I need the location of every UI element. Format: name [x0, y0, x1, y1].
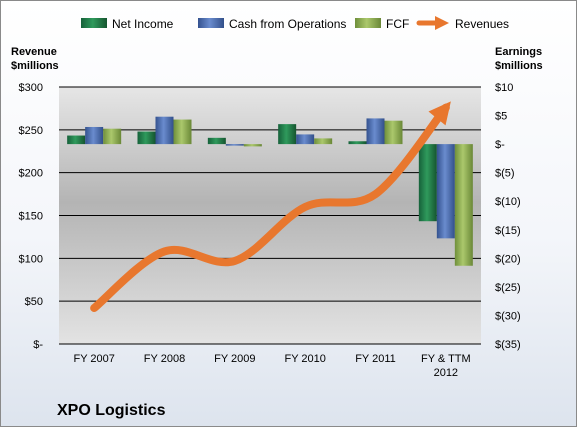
bar-net-income-fy-2009: [207, 137, 226, 145]
left-tick-label-0: $-: [33, 339, 43, 351]
bar-net-income-fy-2007: [67, 135, 86, 145]
bar-fcf-fy-2010: [314, 138, 333, 145]
category-label-fy-2007: FY 2007: [73, 353, 114, 365]
right-tick-label-8: $5: [495, 111, 507, 123]
category-labels: FY 2007 FY 2008 FY 2009 FY 2010 FY 2011 FY & …: [73, 353, 470, 379]
right-axis-title-line-1: Earnings: [495, 46, 542, 58]
bar-fcf-fy-2008: [173, 119, 192, 145]
bar-fcf-fy-2007: [103, 128, 122, 145]
right-tick-label-4: $(15): [495, 225, 521, 237]
legend-swatch-cash-from-operations: [198, 18, 224, 28]
legend: Net Income Cash from Operations FCF Reve…: [81, 16, 509, 31]
left-tick-label-5: $250: [19, 125, 43, 137]
right-axis-ticks: $(35) $(30) $(25) $(20) $(15) $(10) $(5) $- $5 $1…: [495, 82, 521, 351]
left-tick-label-4: $200: [19, 168, 43, 180]
category-label-fy-2011: FY 2011: [355, 353, 396, 365]
bar-cash-from-operations-fy-2008: [155, 116, 174, 145]
bar-fcf-fy-2011: [384, 120, 403, 145]
category-label-fy-2008: FY 2008: [144, 353, 185, 365]
revenues-arrowhead: [428, 101, 451, 126]
legend-swatch-fcf: [355, 18, 381, 28]
right-tick-label-7: $-: [495, 139, 505, 151]
left-axis-title-line-2: $millions: [11, 60, 59, 72]
bar-net-income-fy-2010: [278, 124, 297, 145]
category-label-fy-2009: FY 2009: [214, 353, 255, 365]
bar-fcf-fy-2009: [243, 144, 262, 147]
category-label-fy-2010: FY 2010: [284, 353, 325, 365]
bar-cash-from-operations-fy-2011: [366, 118, 385, 145]
right-tick-label-9: $10: [495, 82, 513, 94]
bar-fcf-fy-ttm-2012: [454, 144, 473, 266]
right-tick-label-5: $(10): [495, 196, 521, 208]
right-tick-label-1: $(30): [495, 310, 521, 322]
left-axis-title-line-1: Revenue: [11, 46, 57, 58]
left-tick-label-1: $50: [25, 296, 43, 308]
right-tick-label-3: $(20): [495, 253, 521, 265]
bar-net-income-fy-2011: [348, 141, 367, 145]
legend-label-revenues: Revenues: [455, 17, 509, 31]
right-tick-label-6: $(5): [495, 168, 515, 180]
revenues-line: [90, 103, 450, 313]
right-tick-label-0: $(35): [495, 339, 521, 351]
bar-cash-from-operations-fy-ttm-2012: [436, 144, 455, 239]
left-tick-label-6: $300: [19, 82, 43, 94]
legend-label-net-income: Net Income: [112, 17, 174, 31]
bar-net-income-fy-2008: [137, 131, 156, 145]
left-axis-ticks: $- $50 $100 $150 $200 $250 $300: [19, 82, 44, 351]
gridlines: [59, 86, 481, 345]
category-label-fy-ttm-2012: FY & TTM 2012: [421, 353, 471, 379]
bars: [67, 116, 473, 266]
right-tick-label-2: $(25): [495, 282, 521, 294]
legend-swatch-net-income: [81, 18, 107, 28]
left-tick-label-2: $100: [19, 253, 43, 265]
right-axis-title-line-2: $millions: [495, 60, 543, 72]
legend-label-fcf: FCF: [386, 17, 409, 31]
bar-net-income-fy-ttm-2012: [418, 144, 437, 222]
bar-cash-from-operations-fy-2009: [225, 144, 244, 146]
legend-label-cash-from-operations: Cash from Operations: [229, 17, 346, 31]
bar-cash-from-operations-fy-2007: [85, 126, 104, 145]
company-name: XPO Logistics: [57, 402, 166, 419]
left-tick-label-3: $150: [19, 211, 43, 223]
bar-cash-from-operations-fy-2010: [296, 134, 315, 145]
legend-swatch-revenues-arrowhead: [435, 16, 449, 30]
